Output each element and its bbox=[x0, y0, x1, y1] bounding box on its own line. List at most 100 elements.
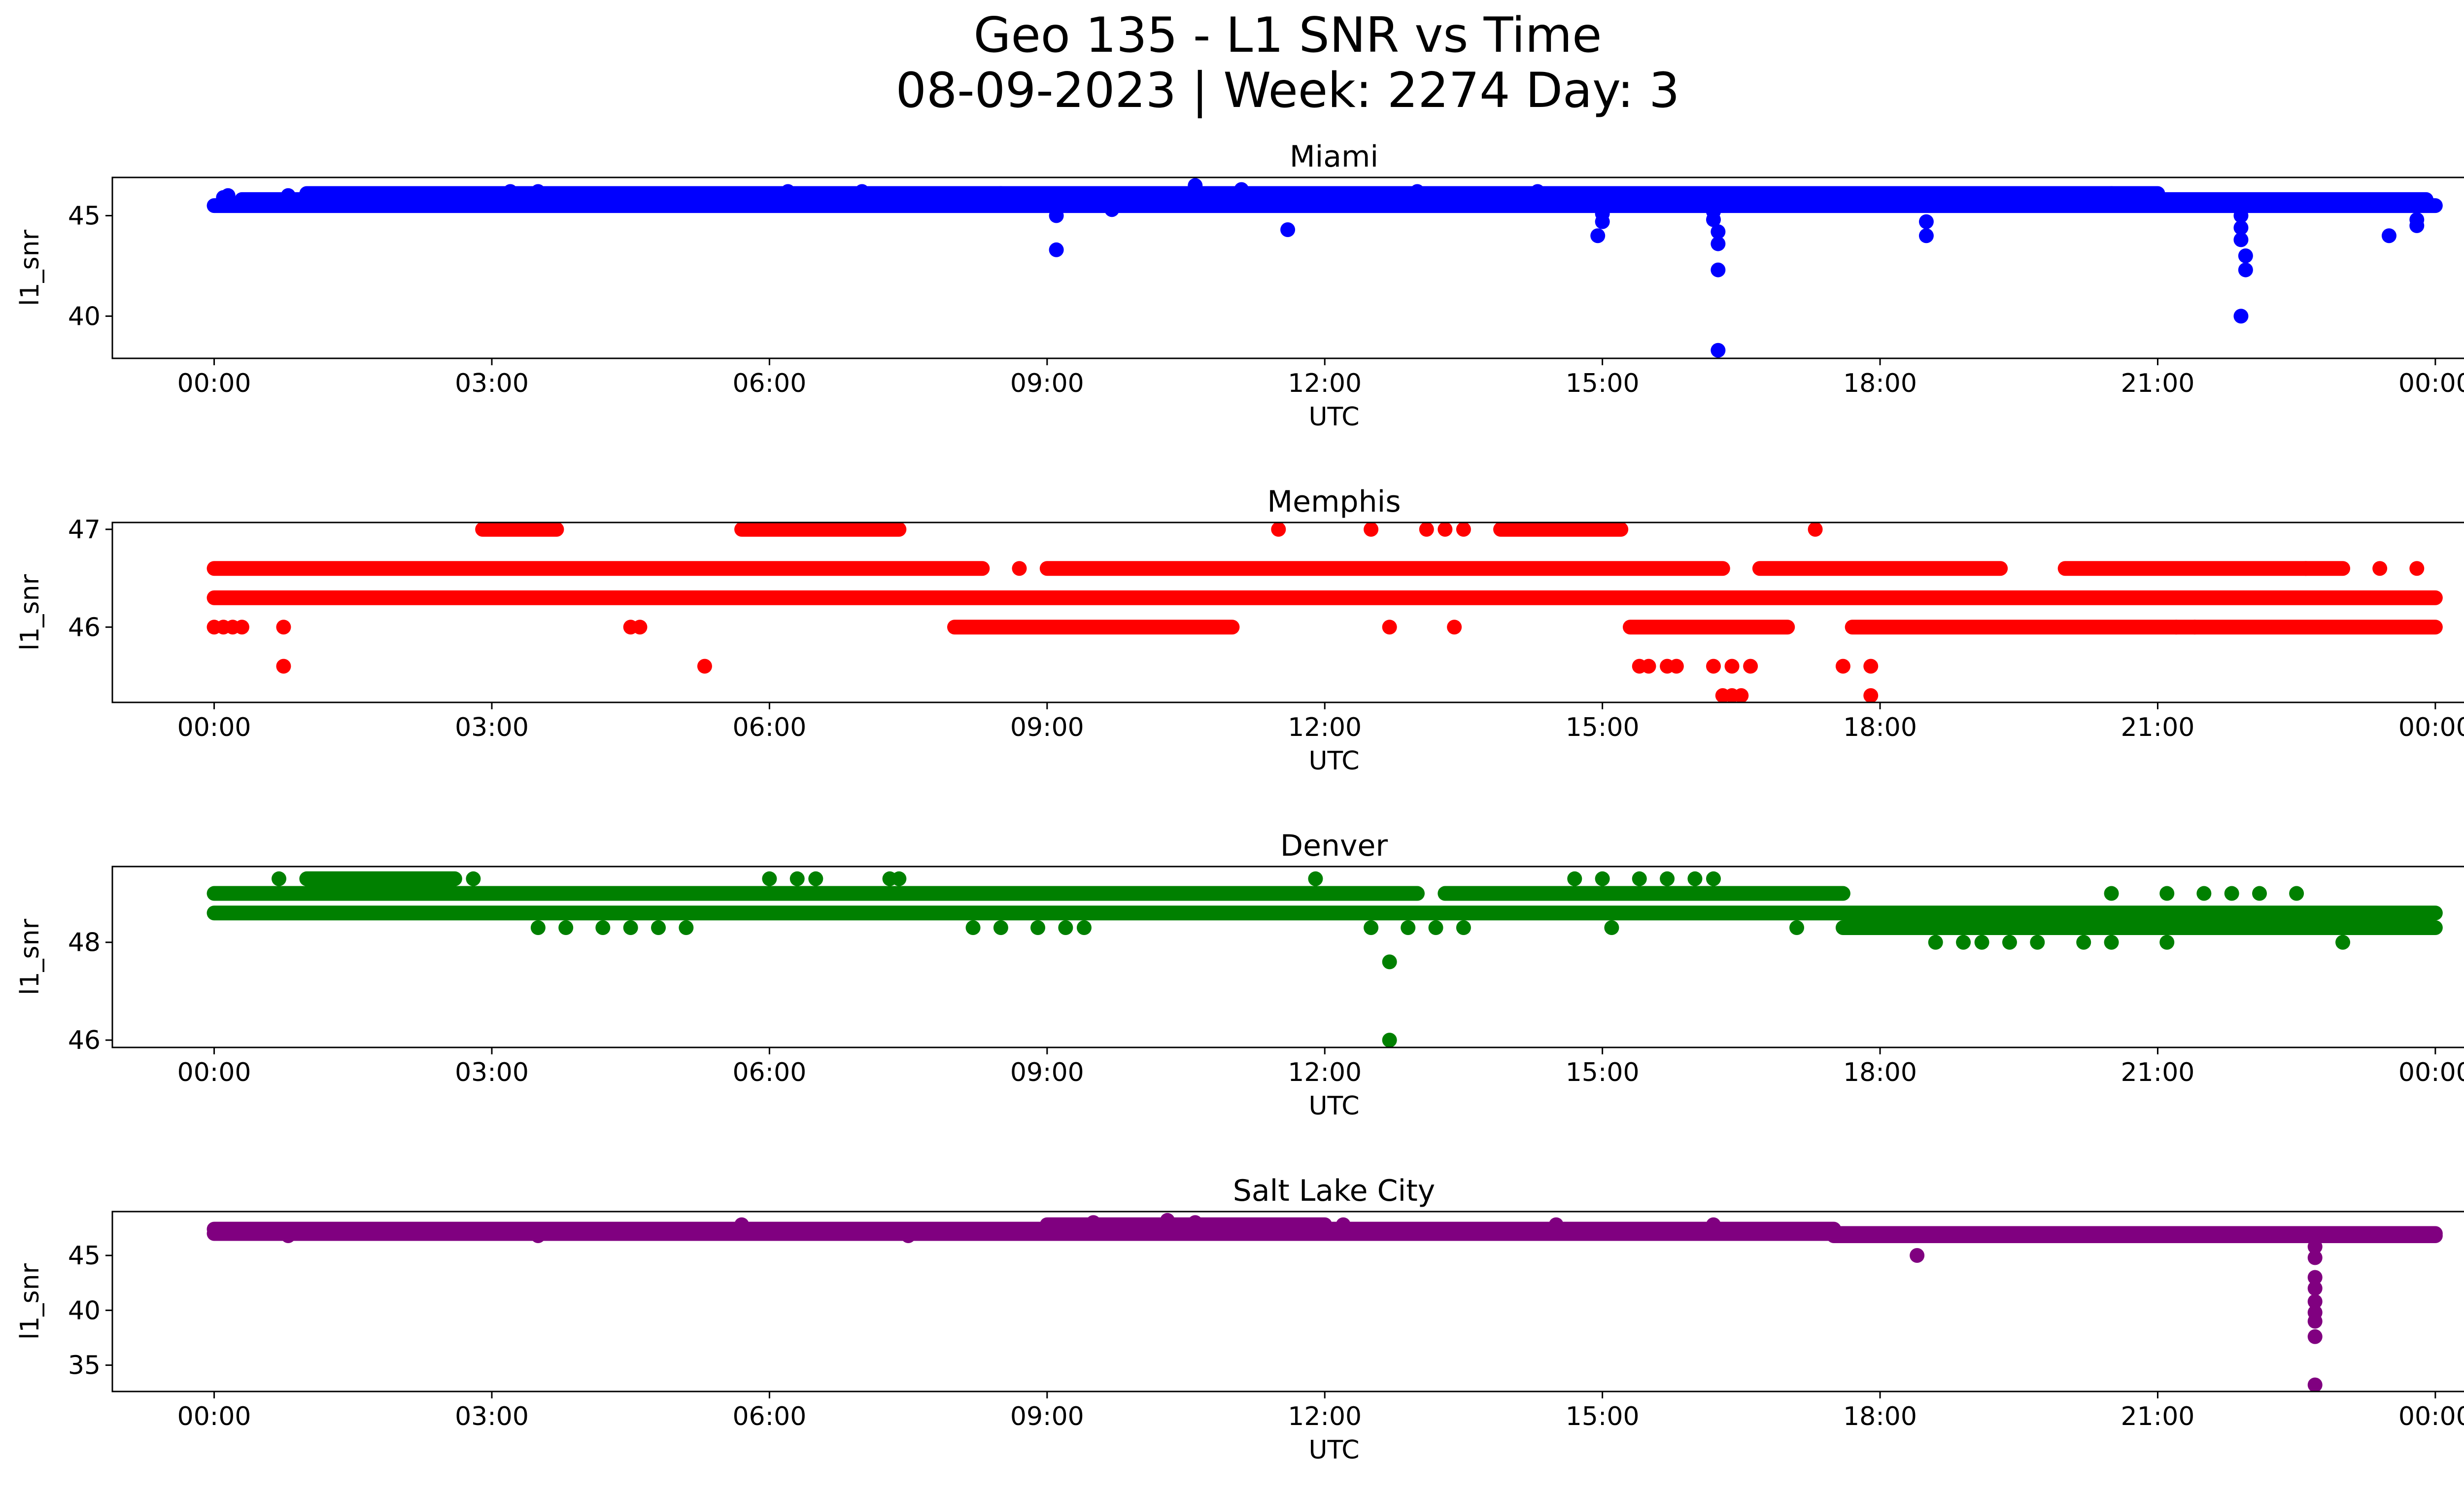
data-point bbox=[280, 1228, 296, 1243]
data-point bbox=[2307, 1329, 2323, 1344]
data-point bbox=[1308, 871, 1323, 886]
subplot-salt-lake-city: Salt Lake City 00:00 03:00 06:00 09:00 12:00 1… bbox=[15, 1174, 2464, 1465]
data-point bbox=[1918, 228, 1934, 243]
data-point bbox=[1280, 222, 1296, 238]
data-point bbox=[1012, 561, 1027, 576]
data-point bbox=[1104, 202, 1120, 217]
y-tick-label: 48 bbox=[68, 928, 101, 958]
x-axis-label: UTC bbox=[1308, 746, 1359, 776]
subplot-denver: Denver 00:00 03:00 06:00 09:00 12:00 15:00 18:0… bbox=[15, 829, 2464, 1121]
data-point bbox=[276, 659, 291, 674]
x-tick-label: 09:00 bbox=[1010, 369, 1084, 398]
data-point bbox=[2289, 886, 2304, 901]
data-point bbox=[1364, 920, 1379, 935]
data-point bbox=[734, 1217, 750, 1232]
data-point bbox=[780, 184, 795, 199]
data-point bbox=[697, 659, 712, 674]
data-point bbox=[1706, 212, 1721, 227]
x-tick-label: 03:00 bbox=[455, 369, 529, 398]
data-point bbox=[1724, 659, 1740, 674]
data-point bbox=[2372, 561, 2388, 576]
data-point bbox=[2409, 212, 2425, 227]
x-tick-label: 15:00 bbox=[1566, 1402, 1640, 1431]
data-point bbox=[2233, 309, 2249, 324]
y-tick-label: 45 bbox=[68, 1241, 101, 1271]
x-tick-label: 09:00 bbox=[1010, 1402, 1084, 1431]
data-point bbox=[1271, 522, 1286, 537]
subplot-title: Miami bbox=[1290, 139, 1378, 174]
data-point bbox=[1382, 954, 1397, 970]
data-point bbox=[503, 184, 518, 199]
x-tick-label: 12:00 bbox=[1288, 369, 1362, 398]
figure-title-line2: 08-09-2023 | Week: 2274 Day: 3 bbox=[895, 63, 1680, 119]
data-point bbox=[1706, 659, 1721, 674]
data-point bbox=[2169, 620, 2184, 635]
data-point bbox=[392, 188, 407, 203]
x-tick-label: 00:00 bbox=[177, 369, 251, 398]
data-point bbox=[1604, 920, 1619, 935]
subplot-title: Memphis bbox=[1267, 485, 1401, 519]
x-tick-label: 21:00 bbox=[2121, 369, 2195, 398]
x-tick-label: 00:00 bbox=[2398, 1402, 2464, 1431]
data-point bbox=[762, 871, 777, 886]
x-tick-label: 03:00 bbox=[455, 1058, 529, 1087]
data-point bbox=[1974, 935, 1989, 950]
data-point bbox=[1030, 920, 1046, 935]
data-point bbox=[558, 920, 574, 935]
data-point bbox=[1049, 242, 1064, 257]
x-tick-label: 03:00 bbox=[455, 1402, 529, 1431]
subplot-title: Denver bbox=[1280, 829, 1388, 863]
data-point bbox=[1234, 182, 1249, 197]
y-tick-label: 46 bbox=[68, 613, 101, 642]
data-point bbox=[1456, 920, 1471, 935]
subplot-memphis: Memphis 00:00 03:00 06:00 09:00 12:00 15:00 18:… bbox=[15, 485, 2464, 776]
data-point bbox=[679, 920, 694, 935]
data-point bbox=[2076, 935, 2091, 950]
data-point bbox=[530, 1228, 546, 1243]
data-point bbox=[2159, 935, 2175, 950]
data-point bbox=[276, 620, 291, 635]
x-tick-label: 00:00 bbox=[2398, 369, 2464, 398]
data-point bbox=[1660, 871, 1675, 886]
data-point bbox=[993, 186, 1008, 201]
x-tick-label: 21:00 bbox=[2121, 1058, 2195, 1087]
data-point bbox=[965, 920, 981, 935]
data-point bbox=[1956, 935, 1971, 950]
data-point bbox=[2002, 935, 2017, 950]
data-point bbox=[1595, 214, 1610, 229]
data-point bbox=[855, 184, 870, 199]
plot-frame bbox=[111, 866, 2464, 1048]
subplot-title: Salt Lake City bbox=[1233, 1174, 1436, 1208]
scatter-series bbox=[206, 1213, 2443, 1391]
x-tick-label: 00:00 bbox=[177, 1058, 251, 1087]
x-tick-label: 15:00 bbox=[1566, 369, 1640, 398]
data-point bbox=[1711, 224, 1726, 240]
plot-frame bbox=[111, 1211, 2464, 1392]
y-tick-label: 45 bbox=[68, 201, 101, 231]
data-point bbox=[1058, 920, 1073, 935]
data-point bbox=[280, 188, 296, 203]
data-point bbox=[2252, 886, 2267, 901]
data-point bbox=[651, 920, 666, 935]
data-point bbox=[1743, 659, 1758, 674]
data-point bbox=[808, 871, 823, 886]
data-point bbox=[1706, 871, 1721, 886]
x-tick-label: 15:00 bbox=[1566, 1058, 1640, 1087]
data-point bbox=[1632, 871, 1647, 886]
data-point bbox=[1567, 871, 1582, 886]
data-point bbox=[1789, 920, 1805, 935]
data-point bbox=[595, 920, 611, 935]
data-point bbox=[1049, 208, 1064, 223]
x-axis-label: UTC bbox=[1308, 402, 1359, 432]
x-axis-label: UTC bbox=[1308, 1091, 1359, 1121]
y-axis-label: l1_snr bbox=[15, 229, 45, 306]
data-point bbox=[2224, 886, 2239, 901]
data-point bbox=[632, 620, 648, 635]
data-point bbox=[1595, 871, 1610, 886]
data-point bbox=[623, 920, 638, 935]
x-tick-label: 00:00 bbox=[177, 1402, 251, 1431]
data-point bbox=[1548, 1217, 1564, 1232]
data-point bbox=[1437, 522, 1453, 537]
data-point bbox=[993, 920, 1008, 935]
